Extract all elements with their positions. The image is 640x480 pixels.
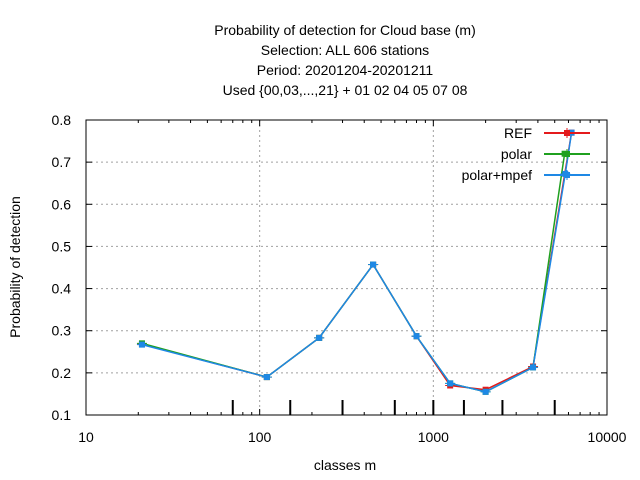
y-tick-label: 0.5	[52, 238, 72, 254]
y-tick-label: 0.8	[52, 112, 72, 128]
x-tick-label: 10	[78, 429, 94, 445]
title-line-1: Probability of detection for Cloud base …	[214, 22, 475, 38]
plot-frame	[85, 119, 608, 416]
x-axis-label: classes m	[314, 457, 376, 473]
y-tick-label: 0.4	[52, 281, 72, 297]
y-tick-label: 0.6	[52, 196, 72, 212]
class-boundary-ticks	[231, 400, 556, 415]
title-line-2: Selection: ALL 606 stations	[261, 42, 429, 58]
y-tick-label: 0.7	[52, 154, 72, 170]
title-line-4: Used {00,03,...,21} + 01 02 04 05 07 08	[223, 82, 468, 98]
y-axis-label: Probability of detection	[7, 196, 23, 338]
x-tick-label: 100	[248, 429, 272, 445]
legend-label: polar	[501, 146, 532, 162]
y-tick-label: 0.3	[52, 323, 72, 339]
axis-ticks: 0.1 0.2 0.3 0.4 0.5 0.6 0.7 0.8 10 100 1000 10000	[52, 112, 627, 445]
y-tick-label: 0.2	[52, 365, 72, 381]
legend-label: polar+mpef	[462, 167, 533, 183]
series-line	[141, 132, 573, 393]
x-tick-label: 1000	[418, 429, 449, 445]
title-line-3: Period: 20201204-20201211	[257, 62, 434, 78]
chart-title: Probability of detection for Cloud base …	[214, 22, 475, 98]
y-tick-label: 0.1	[52, 407, 72, 423]
legend-label: REF	[504, 125, 532, 141]
x-tick-label: 10000	[588, 429, 627, 445]
legend: REF polar polar+mpef	[462, 125, 590, 183]
grid	[86, 120, 607, 415]
series-line	[141, 153, 566, 393]
